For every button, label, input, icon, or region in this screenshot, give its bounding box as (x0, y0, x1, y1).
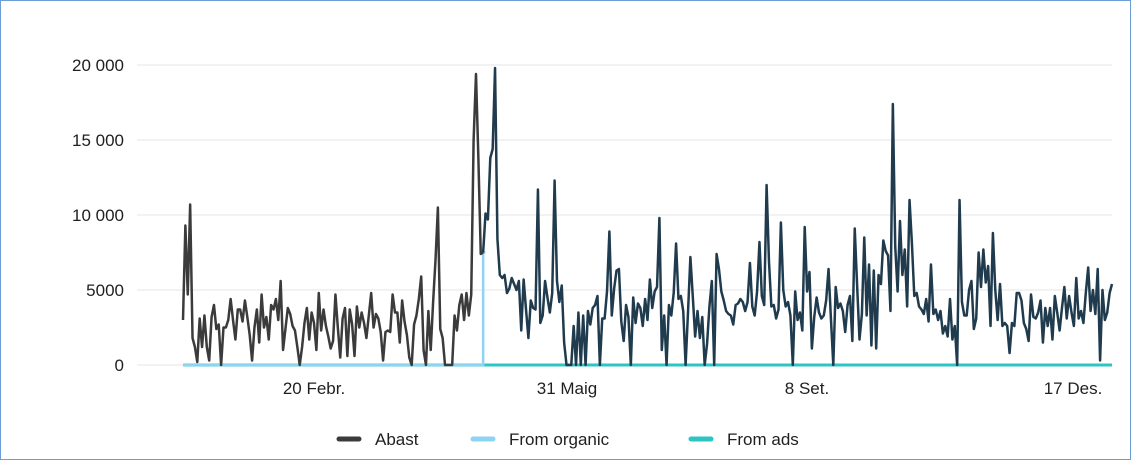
y-tick-label: 10 000 (72, 206, 124, 225)
legend: Abast From organic From ads (336, 430, 799, 449)
x-tick-label: 20 Febr. (283, 379, 345, 398)
series-abast-line (181, 72, 484, 367)
series-abast-line-later (481, 66, 1114, 367)
y-tick-label: 15 000 (72, 131, 124, 150)
legend-label: From organic (509, 430, 610, 449)
y-axis-ticks: 0 5000 10 000 15 000 20 000 (72, 56, 124, 375)
legend-label: Abast (375, 430, 419, 449)
y-tick-label: 0 (115, 356, 124, 375)
series-lines (181, 66, 1114, 367)
x-tick-label: 17 Des. (1044, 379, 1103, 398)
x-axis-ticks: 20 Febr. 31 Maig 8 Set. 17 Des. (283, 379, 1102, 398)
x-tick-label: 31 Maig (537, 379, 597, 398)
x-tick-label: 8 Set. (785, 379, 829, 398)
y-tick-label: 20 000 (72, 56, 124, 75)
y-tick-label: 5000 (86, 281, 124, 300)
legend-label: From ads (727, 430, 799, 449)
